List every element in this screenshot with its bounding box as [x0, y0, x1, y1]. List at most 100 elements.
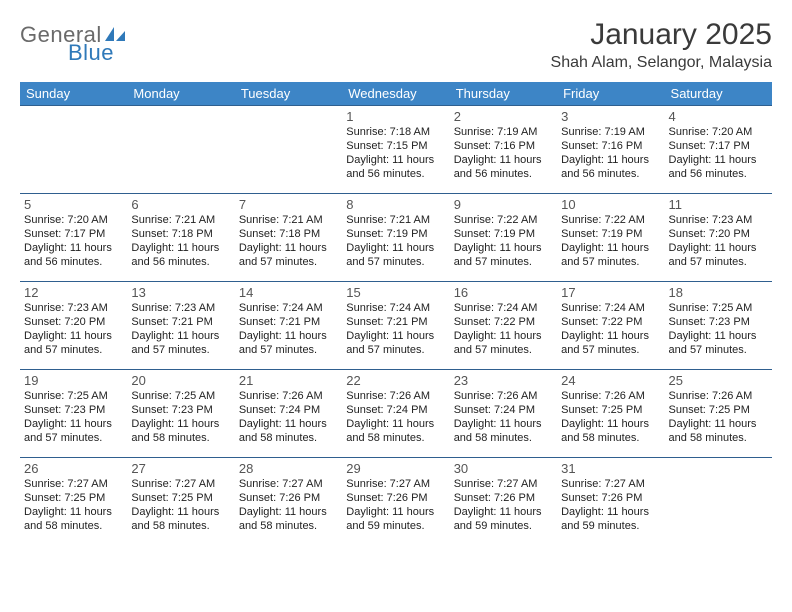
- daylight-text: Daylight: 11 hours and 57 minutes.: [131, 330, 230, 358]
- sunset-text: Sunset: 7:26 PM: [346, 492, 445, 506]
- logo: GeneralBlue: [20, 18, 125, 64]
- sunset-text: Sunset: 7:22 PM: [561, 316, 660, 330]
- calendar-cell: 6Sunrise: 7:21 AMSunset: 7:18 PMDaylight…: [127, 194, 234, 282]
- daylight-text: Daylight: 11 hours and 58 minutes.: [239, 506, 338, 534]
- sunset-text: Sunset: 7:15 PM: [346, 140, 445, 154]
- day-number: 11: [669, 197, 768, 213]
- calendar-cell: [665, 458, 772, 546]
- daylight-text: Daylight: 11 hours and 57 minutes.: [239, 330, 338, 358]
- sunset-text: Sunset: 7:18 PM: [131, 228, 230, 242]
- sunrise-text: Sunrise: 7:25 AM: [131, 390, 230, 404]
- calendar-cell: 9Sunrise: 7:22 AMSunset: 7:19 PMDaylight…: [450, 194, 557, 282]
- calendar-cell: 20Sunrise: 7:25 AMSunset: 7:23 PMDayligh…: [127, 370, 234, 458]
- sunrise-text: Sunrise: 7:24 AM: [239, 302, 338, 316]
- sunrise-text: Sunrise: 7:18 AM: [346, 126, 445, 140]
- sunset-text: Sunset: 7:20 PM: [669, 228, 768, 242]
- sunset-text: Sunset: 7:22 PM: [454, 316, 553, 330]
- day-number: 28: [239, 461, 338, 477]
- sunrise-text: Sunrise: 7:19 AM: [561, 126, 660, 140]
- daylight-text: Daylight: 11 hours and 57 minutes.: [454, 330, 553, 358]
- day-number: 15: [346, 285, 445, 301]
- day-number: 25: [669, 373, 768, 389]
- day-header: Saturday: [665, 82, 772, 106]
- daylight-text: Daylight: 11 hours and 57 minutes.: [346, 330, 445, 358]
- daylight-text: Daylight: 11 hours and 56 minutes.: [346, 154, 445, 182]
- day-header: Thursday: [450, 82, 557, 106]
- sunrise-text: Sunrise: 7:26 AM: [239, 390, 338, 404]
- sunrise-text: Sunrise: 7:27 AM: [239, 478, 338, 492]
- daylight-text: Daylight: 11 hours and 57 minutes.: [561, 330, 660, 358]
- calendar-week-row: 19Sunrise: 7:25 AMSunset: 7:23 PMDayligh…: [20, 370, 772, 458]
- sunset-text: Sunset: 7:23 PM: [131, 404, 230, 418]
- daylight-text: Daylight: 11 hours and 57 minutes.: [346, 242, 445, 270]
- sunset-text: Sunset: 7:21 PM: [346, 316, 445, 330]
- calendar-cell: 22Sunrise: 7:26 AMSunset: 7:24 PMDayligh…: [342, 370, 449, 458]
- day-number: 27: [131, 461, 230, 477]
- sunset-text: Sunset: 7:23 PM: [669, 316, 768, 330]
- calendar-cell: 2Sunrise: 7:19 AMSunset: 7:16 PMDaylight…: [450, 106, 557, 194]
- sunrise-text: Sunrise: 7:27 AM: [24, 478, 123, 492]
- day-number: 8: [346, 197, 445, 213]
- sunrise-text: Sunrise: 7:26 AM: [561, 390, 660, 404]
- sunset-text: Sunset: 7:26 PM: [454, 492, 553, 506]
- sunrise-text: Sunrise: 7:26 AM: [669, 390, 768, 404]
- calendar-cell: 21Sunrise: 7:26 AMSunset: 7:24 PMDayligh…: [235, 370, 342, 458]
- day-number: 18: [669, 285, 768, 301]
- daylight-text: Daylight: 11 hours and 57 minutes.: [669, 330, 768, 358]
- sunset-text: Sunset: 7:20 PM: [24, 316, 123, 330]
- sunrise-text: Sunrise: 7:24 AM: [561, 302, 660, 316]
- day-number: 30: [454, 461, 553, 477]
- calendar-cell: 23Sunrise: 7:26 AMSunset: 7:24 PMDayligh…: [450, 370, 557, 458]
- day-number: 17: [561, 285, 660, 301]
- sunrise-text: Sunrise: 7:27 AM: [346, 478, 445, 492]
- day-number: 26: [24, 461, 123, 477]
- sunset-text: Sunset: 7:24 PM: [239, 404, 338, 418]
- sunset-text: Sunset: 7:18 PM: [239, 228, 338, 242]
- day-number: 9: [454, 197, 553, 213]
- day-number: 20: [131, 373, 230, 389]
- calendar-cell: 16Sunrise: 7:24 AMSunset: 7:22 PMDayligh…: [450, 282, 557, 370]
- daylight-text: Daylight: 11 hours and 58 minutes.: [24, 506, 123, 534]
- sunset-text: Sunset: 7:25 PM: [24, 492, 123, 506]
- daylight-text: Daylight: 11 hours and 58 minutes.: [239, 418, 338, 446]
- daylight-text: Daylight: 11 hours and 57 minutes.: [561, 242, 660, 270]
- calendar-table: Sunday Monday Tuesday Wednesday Thursday…: [20, 82, 772, 546]
- sunset-text: Sunset: 7:21 PM: [131, 316, 230, 330]
- sunrise-text: Sunrise: 7:27 AM: [131, 478, 230, 492]
- sunset-text: Sunset: 7:26 PM: [239, 492, 338, 506]
- sunrise-text: Sunrise: 7:26 AM: [346, 390, 445, 404]
- sunrise-text: Sunrise: 7:21 AM: [239, 214, 338, 228]
- calendar-body: 1Sunrise: 7:18 AMSunset: 7:15 PMDaylight…: [20, 106, 772, 546]
- sunrise-text: Sunrise: 7:23 AM: [24, 302, 123, 316]
- daylight-text: Daylight: 11 hours and 57 minutes.: [454, 242, 553, 270]
- day-header: Sunday: [20, 82, 127, 106]
- daylight-text: Daylight: 11 hours and 58 minutes.: [131, 506, 230, 534]
- calendar-cell: [127, 106, 234, 194]
- day-number: 29: [346, 461, 445, 477]
- calendar-cell: 26Sunrise: 7:27 AMSunset: 7:25 PMDayligh…: [20, 458, 127, 546]
- day-number: 14: [239, 285, 338, 301]
- sunrise-text: Sunrise: 7:27 AM: [561, 478, 660, 492]
- daylight-text: Daylight: 11 hours and 59 minutes.: [561, 506, 660, 534]
- day-header: Monday: [127, 82, 234, 106]
- daylight-text: Daylight: 11 hours and 57 minutes.: [24, 418, 123, 446]
- daylight-text: Daylight: 11 hours and 58 minutes.: [454, 418, 553, 446]
- daylight-text: Daylight: 11 hours and 56 minutes.: [24, 242, 123, 270]
- day-number: 2: [454, 109, 553, 125]
- calendar-cell: 14Sunrise: 7:24 AMSunset: 7:21 PMDayligh…: [235, 282, 342, 370]
- sunrise-text: Sunrise: 7:26 AM: [454, 390, 553, 404]
- calendar-week-row: 5Sunrise: 7:20 AMSunset: 7:17 PMDaylight…: [20, 194, 772, 282]
- daylight-text: Daylight: 11 hours and 58 minutes.: [346, 418, 445, 446]
- calendar-cell: 25Sunrise: 7:26 AMSunset: 7:25 PMDayligh…: [665, 370, 772, 458]
- day-number: 1: [346, 109, 445, 125]
- sunrise-text: Sunrise: 7:20 AM: [669, 126, 768, 140]
- sunrise-text: Sunrise: 7:22 AM: [561, 214, 660, 228]
- day-header: Tuesday: [235, 82, 342, 106]
- day-number: 10: [561, 197, 660, 213]
- sunset-text: Sunset: 7:26 PM: [561, 492, 660, 506]
- calendar-cell: 7Sunrise: 7:21 AMSunset: 7:18 PMDaylight…: [235, 194, 342, 282]
- day-number: 6: [131, 197, 230, 213]
- calendar-cell: 11Sunrise: 7:23 AMSunset: 7:20 PMDayligh…: [665, 194, 772, 282]
- calendar-cell: 29Sunrise: 7:27 AMSunset: 7:26 PMDayligh…: [342, 458, 449, 546]
- day-number: 4: [669, 109, 768, 125]
